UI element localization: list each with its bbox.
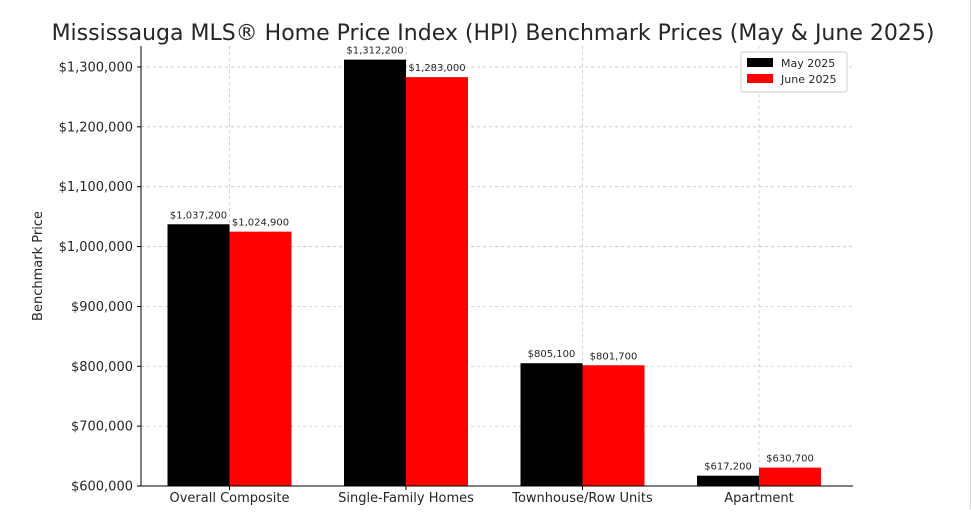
x-tick-label: Single-Family Homes: [338, 491, 474, 506]
bar-may-2025: [167, 224, 230, 486]
y-tick-label: $900,000: [71, 300, 133, 315]
bar-value-label: $805,100: [528, 349, 576, 360]
bar-value-label: $1,037,200: [170, 210, 227, 221]
bar-value-label: $1,024,900: [232, 218, 289, 229]
x-tick-label: Overall Composite: [170, 491, 290, 506]
bars: [167, 59, 821, 487]
axes: $600,000 $700,000 $800,000 $900,000 $1,000,0…: [59, 46, 853, 506]
legend-label: June 2025: [780, 73, 836, 86]
bar-june-2025: [759, 467, 821, 486]
bar-value-label: $1,283,000: [408, 63, 465, 74]
bar-may-2025: [344, 59, 406, 486]
bar-value-label: $801,700: [590, 351, 638, 362]
legend-swatch: [747, 74, 773, 83]
data-labels: $1,037,200 $1,312,200 $805,100 $617,200 $1,0…: [170, 46, 814, 473]
bar-june-2025: [406, 77, 468, 487]
bar-value-label: $1,312,200: [346, 46, 403, 57]
bar-may-2025: [697, 475, 759, 486]
y-tick-label: $600,000: [71, 480, 133, 495]
y-tick-label: $1,100,000: [59, 180, 133, 195]
bar-june-2025: [582, 365, 645, 486]
bar-value-label: $617,200: [704, 462, 752, 473]
x-tick-label: Apartment: [724, 491, 794, 506]
y-tick-label: $1,300,000: [59, 60, 133, 75]
bar-value-label: $630,700: [766, 454, 814, 465]
y-tick-label: $700,000: [71, 420, 133, 435]
y-tick-label: $800,000: [71, 360, 133, 375]
bar-may-2025: [520, 363, 583, 486]
legend-label: May 2025: [781, 57, 835, 70]
x-tick-label: Townhouse/Row Units: [511, 491, 653, 506]
legend: May 2025 June 2025: [740, 51, 848, 93]
chart-title: Mississauga MLS® Home Price Index (HPI) …: [52, 21, 935, 46]
y-axis-label: Benchmark Price: [31, 211, 46, 321]
legend-swatch: [747, 58, 773, 67]
y-tick-label: $1,000,000: [59, 240, 133, 255]
bar-june-2025: [229, 231, 292, 486]
y-tick-label: $1,200,000: [59, 120, 133, 135]
